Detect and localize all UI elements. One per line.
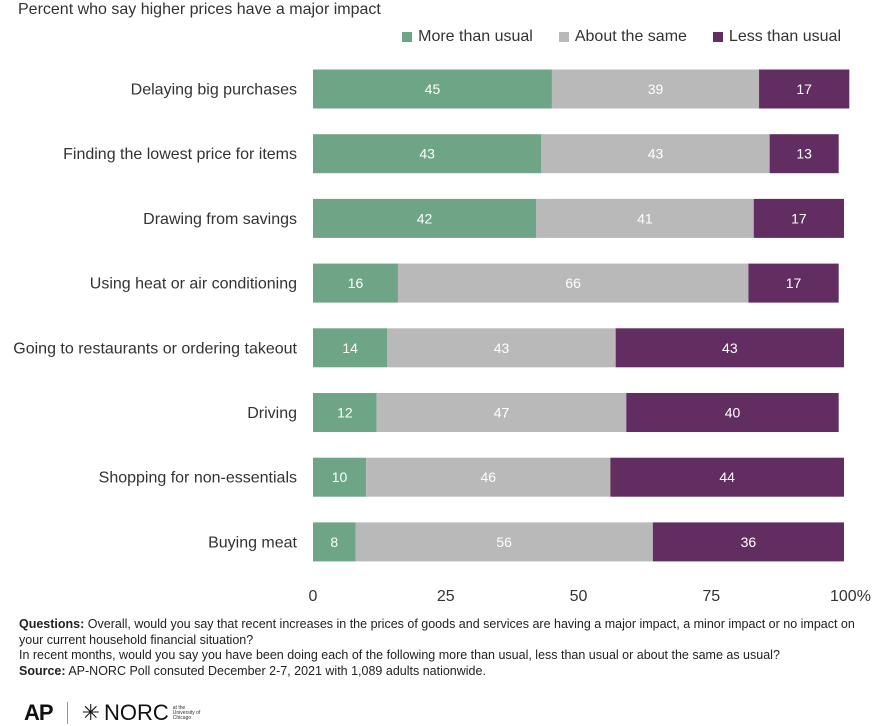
bar-value-label-more-than-usual-shopping-for-non-essentials: 10 [332,469,348,485]
bar-value-label-more-than-usual-delaying-big-purchases: 45 [425,81,441,97]
bar-about-the-same-delaying-big-purchases [551,69,760,109]
category-label-delaying-big-purchases: Delaying big purchases [131,82,297,99]
x-tick-label-25: 25 [437,588,455,605]
bar-value-label-more-than-usual-using-heat-or-air-conditioning: 16 [348,275,364,291]
bar-value-label-about-the-same-driving: 47 [494,405,510,421]
bar-value-label-less-than-usual-going-to-restaurants-or-ordering-takeout: 43 [722,340,738,356]
bar-value-label-less-than-usual-buying-meat: 36 [741,534,757,550]
bar-more-than-usual-shopping-for-non-essentials [313,457,367,497]
ap-logo: AP [24,700,54,725]
bar-about-the-same-buying-meat [355,522,653,562]
x-tick-label-50: 50 [570,588,588,605]
bar-more-than-usual-going-to-restaurants-or-ordering-takeout [313,328,388,368]
chart-subtitle: Percent who say higher prices have a maj… [18,1,381,18]
bar-less-than-usual-finding-the-lowest-price-for-items [769,134,839,174]
legend-item-about-the-same: About the same [558,28,687,46]
bar-less-than-usual-using-heat-or-air-conditioning [748,263,839,303]
chart-notes: Questions: Overall, would you say that r… [19,617,859,679]
bar-value-label-less-than-usual-finding-the-lowest-price-for-items: 13 [796,146,812,162]
bar-value-label-more-than-usual-buying-meat: 8 [330,534,338,550]
chart-legend: More than usual About the same Less than… [402,28,841,46]
bar-value-label-more-than-usual-going-to-restaurants-or-ordering-takeout: 14 [342,340,358,356]
legend-swatch-more-than-usual [402,32,413,42]
logos: AP ✳ NORC at the University of Chicago [24,700,207,726]
source-text: AP-NORC Poll consuted December 2-7, 2021… [68,663,486,678]
bar-about-the-same-finding-the-lowest-price-for-items [541,134,770,174]
legend-item-less-than-usual: Less than usual [712,28,841,46]
bar-more-than-usual-drawing-from-savings [313,198,537,238]
norc-logo-subtext: at the University of Chicago [172,704,201,721]
legend-label-about-the-same: About the same [574,28,687,45]
question-1-note: Questions: Overall, would you say that r… [19,617,859,648]
bar-less-than-usual-going-to-restaurants-or-ordering-takeout [615,328,844,368]
bar-less-than-usual-buying-meat [652,522,844,562]
x-tick-label-75: 75 [702,588,720,605]
category-label-shopping-for-non-essentials: Shopping for non-essentials [99,470,297,487]
question-2-text: In recent months, would you say you have… [19,648,780,662]
legend-item-more-than-usual: More than usual [402,28,533,46]
bar-value-label-about-the-same-delaying-big-purchases: 39 [648,81,664,97]
source-note: Source: AP-NORC Poll consuted December 2… [19,664,859,680]
legend-swatch-less-than-usual [712,32,723,42]
question-1-text: Overall, would you say that recent incre… [19,617,855,647]
bar-value-label-more-than-usual-driving: 12 [337,405,353,421]
bar-more-than-usual-delaying-big-purchases [313,69,552,109]
norc-logo-text: NORC [104,700,169,725]
legend-label-less-than-usual: Less than usual [728,28,841,45]
bar-more-than-usual-buying-meat [313,522,356,562]
bar-value-label-about-the-same-drawing-from-savings: 41 [637,210,653,226]
category-label-drawing-from-savings: Drawing from savings [143,211,297,228]
questions-label: Questions: [19,617,85,631]
bar-value-label-about-the-same-going-to-restaurants-or-ordering-takeout: 43 [494,340,510,356]
bar-less-than-usual-driving [626,393,839,432]
bar-more-than-usual-using-heat-or-air-conditioning [313,263,398,303]
bar-about-the-same-going-to-restaurants-or-ordering-takeout [387,328,616,368]
bar-about-the-same-drawing-from-savings [536,198,754,238]
stacked-bar-chart: Delaying big purchases 45 39 17 Finding the … [13,69,871,605]
bar-less-than-usual-shopping-for-non-essentials [610,457,844,497]
bar-value-label-less-than-usual-driving: 40 [725,405,741,421]
bar-about-the-same-shopping-for-non-essentials [366,457,611,497]
legend-label-more-than-usual: More than usual [418,28,533,45]
bar-value-label-about-the-same-buying-meat: 56 [496,534,512,550]
bar-less-than-usual-drawing-from-savings [753,198,844,238]
bar-value-label-less-than-usual-delaying-big-purchases: 17 [796,81,812,97]
category-label-finding-the-lowest-price-for-items: Finding the lowest price for items [63,146,297,163]
bar-less-than-usual-delaying-big-purchases [759,69,850,109]
bar-value-label-less-than-usual-using-heat-or-air-conditioning: 17 [786,275,802,291]
source-label: Source: [19,663,66,678]
category-label-using-heat-or-air-conditioning: Using heat or air conditioning [90,276,297,293]
bar-about-the-same-driving [376,393,627,432]
bar-more-than-usual-driving [313,393,377,432]
bar-about-the-same-using-heat-or-air-conditioning [397,263,749,303]
bar-value-label-less-than-usual-shopping-for-non-essentials: 44 [719,469,735,485]
bar-value-label-less-than-usual-drawing-from-savings: 17 [791,210,807,226]
x-tick-label-100: 100% [830,588,871,605]
norc-star-icon: ✳ [81,700,100,725]
category-label-driving: Driving [247,405,297,422]
legend-swatch-about-the-same [558,32,569,42]
bar-value-label-more-than-usual-finding-the-lowest-price-for-items: 43 [419,146,435,162]
logo-divider [66,702,68,724]
category-label-going-to-restaurants-or-ordering-takeout: Going to restaurants or ordering takeout [13,340,297,357]
bar-value-label-about-the-same-using-heat-or-air-conditioning: 66 [565,275,581,291]
category-label-buying-meat: Buying meat [208,534,297,551]
bar-value-label-about-the-same-finding-the-lowest-price-for-items: 43 [648,146,664,162]
bar-value-label-about-the-same-shopping-for-non-essentials: 46 [480,469,496,485]
bar-value-label-more-than-usual-drawing-from-savings: 42 [417,210,433,226]
x-tick-label-0: 0 [309,588,318,605]
norc-logo: ✳ NORC at the University of Chicago [82,700,207,726]
bar-more-than-usual-finding-the-lowest-price-for-items [313,134,542,174]
